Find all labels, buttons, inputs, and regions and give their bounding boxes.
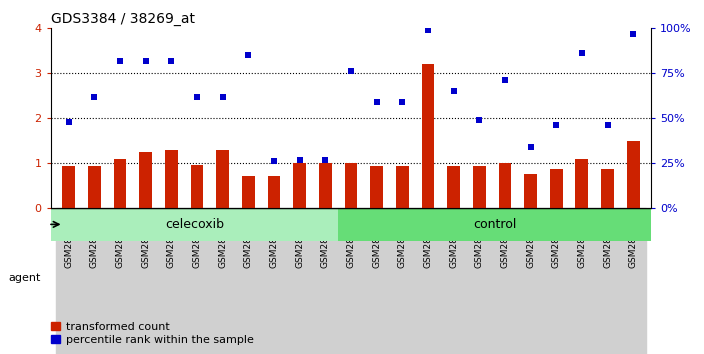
Text: control: control — [473, 218, 516, 231]
Bar — [422, 64, 434, 208]
Bar — [467, 208, 492, 354]
Bar — [447, 166, 460, 208]
Point — [422, 27, 434, 33]
Bar — [261, 208, 287, 354]
Bar — [319, 163, 332, 208]
Bar — [82, 208, 107, 354]
Point — [294, 157, 306, 162]
Point — [602, 122, 613, 128]
Point — [448, 88, 459, 94]
Bar — [293, 163, 306, 208]
Point — [577, 51, 588, 56]
Bar — [364, 208, 389, 354]
Bar — [313, 208, 338, 354]
Text: celecoxib: celecoxib — [165, 218, 224, 231]
Point — [525, 144, 536, 150]
Point — [320, 157, 331, 162]
Bar — [595, 208, 620, 354]
Bar — [396, 166, 409, 208]
Bar — [51, 208, 338, 241]
Point — [499, 78, 510, 83]
Text: agent: agent — [8, 273, 41, 283]
Point — [217, 94, 228, 99]
Point — [191, 94, 203, 99]
Bar — [235, 208, 261, 354]
Bar — [210, 208, 235, 354]
Bar — [338, 208, 364, 354]
Bar — [344, 163, 358, 208]
Bar — [56, 208, 82, 354]
Point — [474, 117, 485, 123]
Bar — [370, 166, 383, 208]
Bar — [216, 150, 229, 208]
Bar — [107, 208, 133, 354]
Point — [627, 31, 639, 36]
Point — [396, 99, 408, 105]
Bar — [524, 175, 537, 208]
Bar — [627, 141, 640, 208]
Bar — [165, 150, 177, 208]
Legend: transformed count, percentile rank within the sample: transformed count, percentile rank withi… — [51, 321, 253, 345]
Bar — [473, 166, 486, 208]
Point — [89, 94, 100, 99]
Bar — [158, 208, 184, 354]
Bar — [191, 165, 203, 208]
Bar — [601, 169, 614, 208]
Point — [165, 58, 177, 63]
Bar — [268, 176, 280, 208]
Bar — [139, 152, 152, 208]
Bar — [133, 208, 158, 354]
Point — [371, 99, 382, 105]
Bar — [88, 166, 101, 208]
Bar — [492, 208, 517, 354]
Bar — [287, 208, 313, 354]
Bar — [550, 169, 562, 208]
Bar — [415, 208, 441, 354]
Point — [551, 122, 562, 128]
Point — [346, 69, 357, 74]
Bar — [441, 208, 467, 354]
Bar — [543, 208, 569, 354]
Text: GDS3384 / 38269_at: GDS3384 / 38269_at — [51, 12, 195, 26]
Bar — [338, 208, 651, 241]
Bar — [498, 163, 511, 208]
Bar — [242, 176, 255, 208]
Bar — [62, 166, 75, 208]
Bar — [517, 208, 543, 354]
Point — [243, 52, 254, 58]
Bar — [575, 159, 589, 208]
Bar — [113, 159, 127, 208]
Point — [63, 119, 75, 125]
Bar — [620, 208, 646, 354]
Bar — [569, 208, 595, 354]
Point — [140, 58, 151, 63]
Bar — [184, 208, 210, 354]
Bar — [389, 208, 415, 354]
Point — [268, 159, 279, 164]
Point — [114, 58, 125, 63]
